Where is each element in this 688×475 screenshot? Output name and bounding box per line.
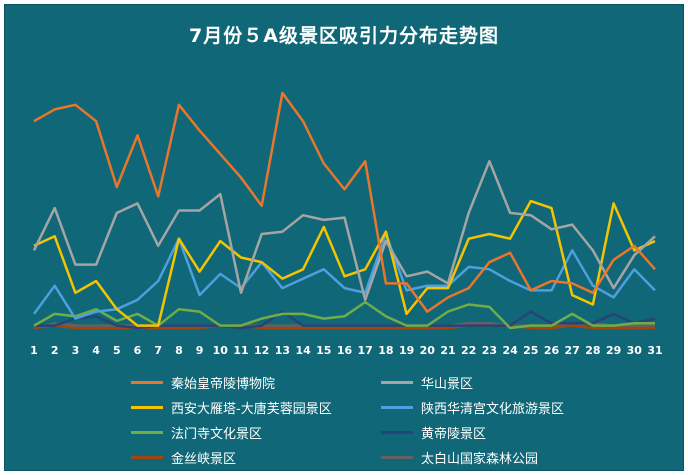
legend-swatch bbox=[131, 456, 163, 459]
x-tick-label: 24 bbox=[502, 344, 518, 357]
x-tick-label: 31 bbox=[647, 344, 662, 357]
legend-swatch bbox=[131, 431, 163, 434]
x-tick-label: 18 bbox=[378, 344, 393, 357]
x-tick-label: 25 bbox=[523, 344, 538, 357]
series-line-1 bbox=[33, 91, 656, 313]
legend-swatch bbox=[381, 431, 413, 434]
legend-label: 金丝峡景区 bbox=[171, 452, 237, 467]
x-tick-label: 22 bbox=[461, 344, 476, 357]
x-tick-label: 7 bbox=[154, 344, 162, 357]
legend-item: 西安大雁塔-大唐芙蓉园景区 bbox=[131, 397, 381, 418]
x-tick-label: 20 bbox=[420, 344, 436, 357]
series-line-3 bbox=[33, 199, 656, 327]
legend-swatch bbox=[381, 381, 413, 384]
series-line-2 bbox=[32, 159, 656, 302]
x-tick-label: 5 bbox=[113, 344, 121, 357]
legend-item: 太白山国家森林公园 bbox=[381, 447, 631, 468]
x-tick-label: 28 bbox=[585, 344, 600, 357]
legend-label: 太白山国家森林公园 bbox=[421, 452, 539, 467]
x-tick-label: 14 bbox=[295, 344, 311, 357]
x-tick-label: 26 bbox=[544, 344, 560, 357]
x-tick-label: 21 bbox=[440, 344, 455, 357]
x-tick-label: 17 bbox=[358, 344, 373, 357]
x-tick-label: 10 bbox=[213, 344, 229, 357]
legend-item: 华山景区 bbox=[381, 372, 631, 393]
legend-label: 黄帝陵景区 bbox=[421, 427, 487, 442]
legend-swatch bbox=[381, 456, 413, 459]
x-tick-label: 12 bbox=[254, 344, 269, 357]
x-tick-label: 13 bbox=[275, 344, 290, 357]
x-tick-label: 30 bbox=[627, 344, 643, 357]
x-tick-label: 6 bbox=[134, 344, 142, 357]
legend-swatch bbox=[131, 406, 163, 409]
x-tick-label: 16 bbox=[337, 344, 353, 357]
chart-legend: 秦始皇帝陵博物院 华山景区西安大雁塔-大唐芙蓉园景区 陕西华清宫文化旅游景区法门寺文… bbox=[131, 372, 651, 468]
legend-item: 陕西华清宫文化旅游景区 bbox=[381, 397, 631, 418]
chart-plot: 1 2 3 4 5 6 7 8 9 10 11 12 13 14 15 16 17 18 19 20 21 22 23 24 2… bbox=[30, 91, 663, 357]
legend-label: 法门寺文化景区 bbox=[171, 427, 263, 442]
x-tick-label: 11 bbox=[233, 344, 248, 357]
series-line-5 bbox=[33, 300, 655, 330]
series-line-6 bbox=[34, 310, 656, 330]
chart-frame: 7月份５A级景区吸引力分布走势图 1 2 3 4 5 6 7 8 9 10 11 12 13 14 15 16… bbox=[4, 4, 684, 471]
x-tick-label: 1 bbox=[30, 344, 38, 357]
chart-title: 7月份５A级景区吸引力分布走势图 bbox=[189, 25, 499, 47]
x-tick-label: 2 bbox=[51, 344, 59, 357]
x-tick-label: 8 bbox=[175, 344, 183, 357]
series-line-4 bbox=[32, 232, 656, 320]
x-tick-label: 3 bbox=[72, 344, 80, 357]
legend-item: 金丝峡景区 bbox=[131, 447, 381, 468]
x-tick-label: 23 bbox=[482, 344, 497, 357]
x-tick-label: 27 bbox=[565, 344, 580, 357]
legend-label: 华山景区 bbox=[421, 377, 474, 392]
x-tick-label: 29 bbox=[606, 344, 621, 357]
legend-label: 西安大雁塔-大唐芙蓉园景区 bbox=[171, 402, 332, 417]
x-tick-label: 19 bbox=[399, 344, 414, 357]
legend-item: 法门寺文化景区 bbox=[131, 422, 381, 443]
x-tick-label: 4 bbox=[92, 344, 100, 357]
legend-label: 秦始皇帝陵博物院 bbox=[171, 377, 276, 392]
legend-item: 黄帝陵景区 bbox=[381, 422, 631, 443]
legend-swatch bbox=[131, 381, 163, 384]
legend-item: 秦始皇帝陵博物院 bbox=[131, 372, 381, 393]
legend-label: 陕西华清宫文化旅游景区 bbox=[421, 402, 565, 417]
x-tick-label: 15 bbox=[316, 344, 331, 357]
legend-swatch bbox=[381, 406, 413, 409]
x-tick-label: 9 bbox=[196, 344, 204, 357]
